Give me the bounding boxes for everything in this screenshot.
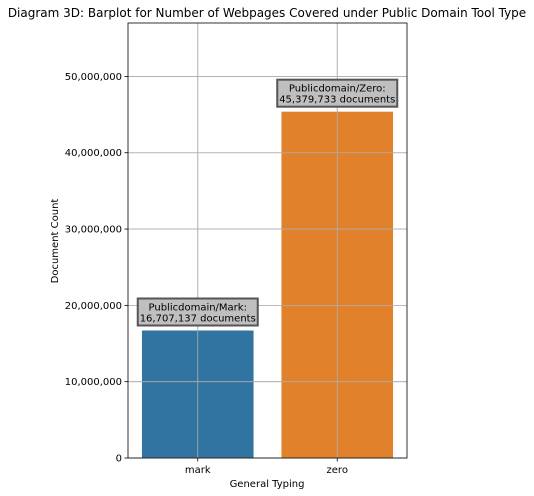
y-tick-label: 30,000,000 <box>65 225 122 236</box>
annotation-line1: Publicdomain/Mark: <box>149 302 247 313</box>
y-tick-label: 0 <box>116 454 122 465</box>
x-tick-label: mark <box>185 465 211 476</box>
x-tick-label: zero <box>327 465 348 476</box>
chart-title: Diagram 3D: Barplot for Number of Webpag… <box>8 6 526 20</box>
annotation-box <box>276 78 399 108</box>
y-axis-ticks: 0 10,000,000 20,000,000 30,000,000 40,000,00… <box>65 72 128 465</box>
annotation-line1: Publicdomain/Zero: <box>289 84 386 95</box>
y-tick-label: 20,000,000 <box>65 301 122 312</box>
annotation-line2: 45,379,733 documents <box>279 95 395 106</box>
x-axis-label: General Typing <box>230 479 305 490</box>
y-tick-label: 40,000,000 <box>65 148 122 159</box>
y-axis-label: Document Count <box>50 199 61 284</box>
x-axis-ticks: mark zero <box>185 458 348 476</box>
y-tick-label: 50,000,000 <box>65 72 122 83</box>
annotations-layer: Publicdomain/Mark:16,707,137 documents Pu… <box>136 78 399 327</box>
bars-layer <box>141 111 394 459</box>
plot-frame <box>127 22 408 459</box>
y-tick-label: 10,000,000 <box>65 377 122 388</box>
annotation-box <box>136 297 259 327</box>
annotation-line2: 16,707,137 documents <box>140 313 256 324</box>
